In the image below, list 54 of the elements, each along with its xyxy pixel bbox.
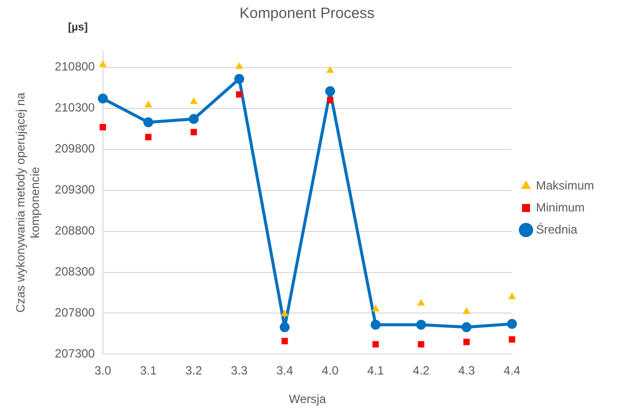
point xyxy=(100,124,106,130)
y-tick-label: 210300 xyxy=(54,100,96,115)
point xyxy=(190,97,198,104)
y-tick-label: 208300 xyxy=(54,264,96,279)
point xyxy=(282,338,288,344)
point xyxy=(508,292,516,300)
x-tick-label: 3.4 xyxy=(276,364,294,378)
point xyxy=(463,338,470,346)
point xyxy=(280,322,290,332)
point xyxy=(236,91,242,98)
y-tick-label: 209300 xyxy=(54,182,96,197)
x-tick-label: 4.0 xyxy=(322,364,339,378)
point xyxy=(326,96,334,104)
x-tick-label: 3.1 xyxy=(140,364,157,378)
point xyxy=(280,310,289,316)
point xyxy=(507,318,517,329)
point xyxy=(325,86,336,96)
x-tick-label: 4.1 xyxy=(367,364,384,378)
x-tick-label: 3.2 xyxy=(185,364,202,378)
point xyxy=(234,74,244,84)
point xyxy=(417,298,425,306)
y-tick-label: 207300 xyxy=(54,346,96,361)
chart-title: Komponent Process xyxy=(239,5,375,22)
x-tick-label: 3.0 xyxy=(94,364,112,378)
point xyxy=(418,341,424,348)
point xyxy=(235,62,244,69)
point xyxy=(188,114,199,124)
point xyxy=(326,66,334,73)
y-tick-label: 208800 xyxy=(54,224,96,238)
x-axis-title: Wersja xyxy=(288,392,326,406)
x-tick-label: 4.2 xyxy=(412,364,430,378)
point xyxy=(462,307,470,314)
point xyxy=(370,320,381,330)
legend-label: Maksimum xyxy=(536,178,594,192)
legend-label: Średnia xyxy=(536,222,578,236)
point xyxy=(145,134,152,140)
y-axis-title: Czas wykonywania metody operującej na komponencie xyxy=(14,92,42,313)
point xyxy=(462,322,472,332)
point xyxy=(190,128,197,136)
y-tick-label: 210800 xyxy=(54,60,96,74)
point xyxy=(416,320,426,330)
point xyxy=(98,94,108,104)
x-tick-label: 4.3 xyxy=(458,364,476,378)
point xyxy=(144,100,152,108)
point xyxy=(98,60,107,68)
text: [µs] xyxy=(68,22,88,34)
y-tick-label: 207800 xyxy=(54,306,96,320)
point xyxy=(372,304,380,312)
point xyxy=(372,341,379,348)
x-tick-label: 4.4 xyxy=(504,364,521,378)
point xyxy=(143,117,154,128)
y-tick-label: 209800 xyxy=(54,142,96,156)
x-tick-label: 3.3 xyxy=(230,364,248,378)
legend-label: Minimum xyxy=(536,200,585,214)
